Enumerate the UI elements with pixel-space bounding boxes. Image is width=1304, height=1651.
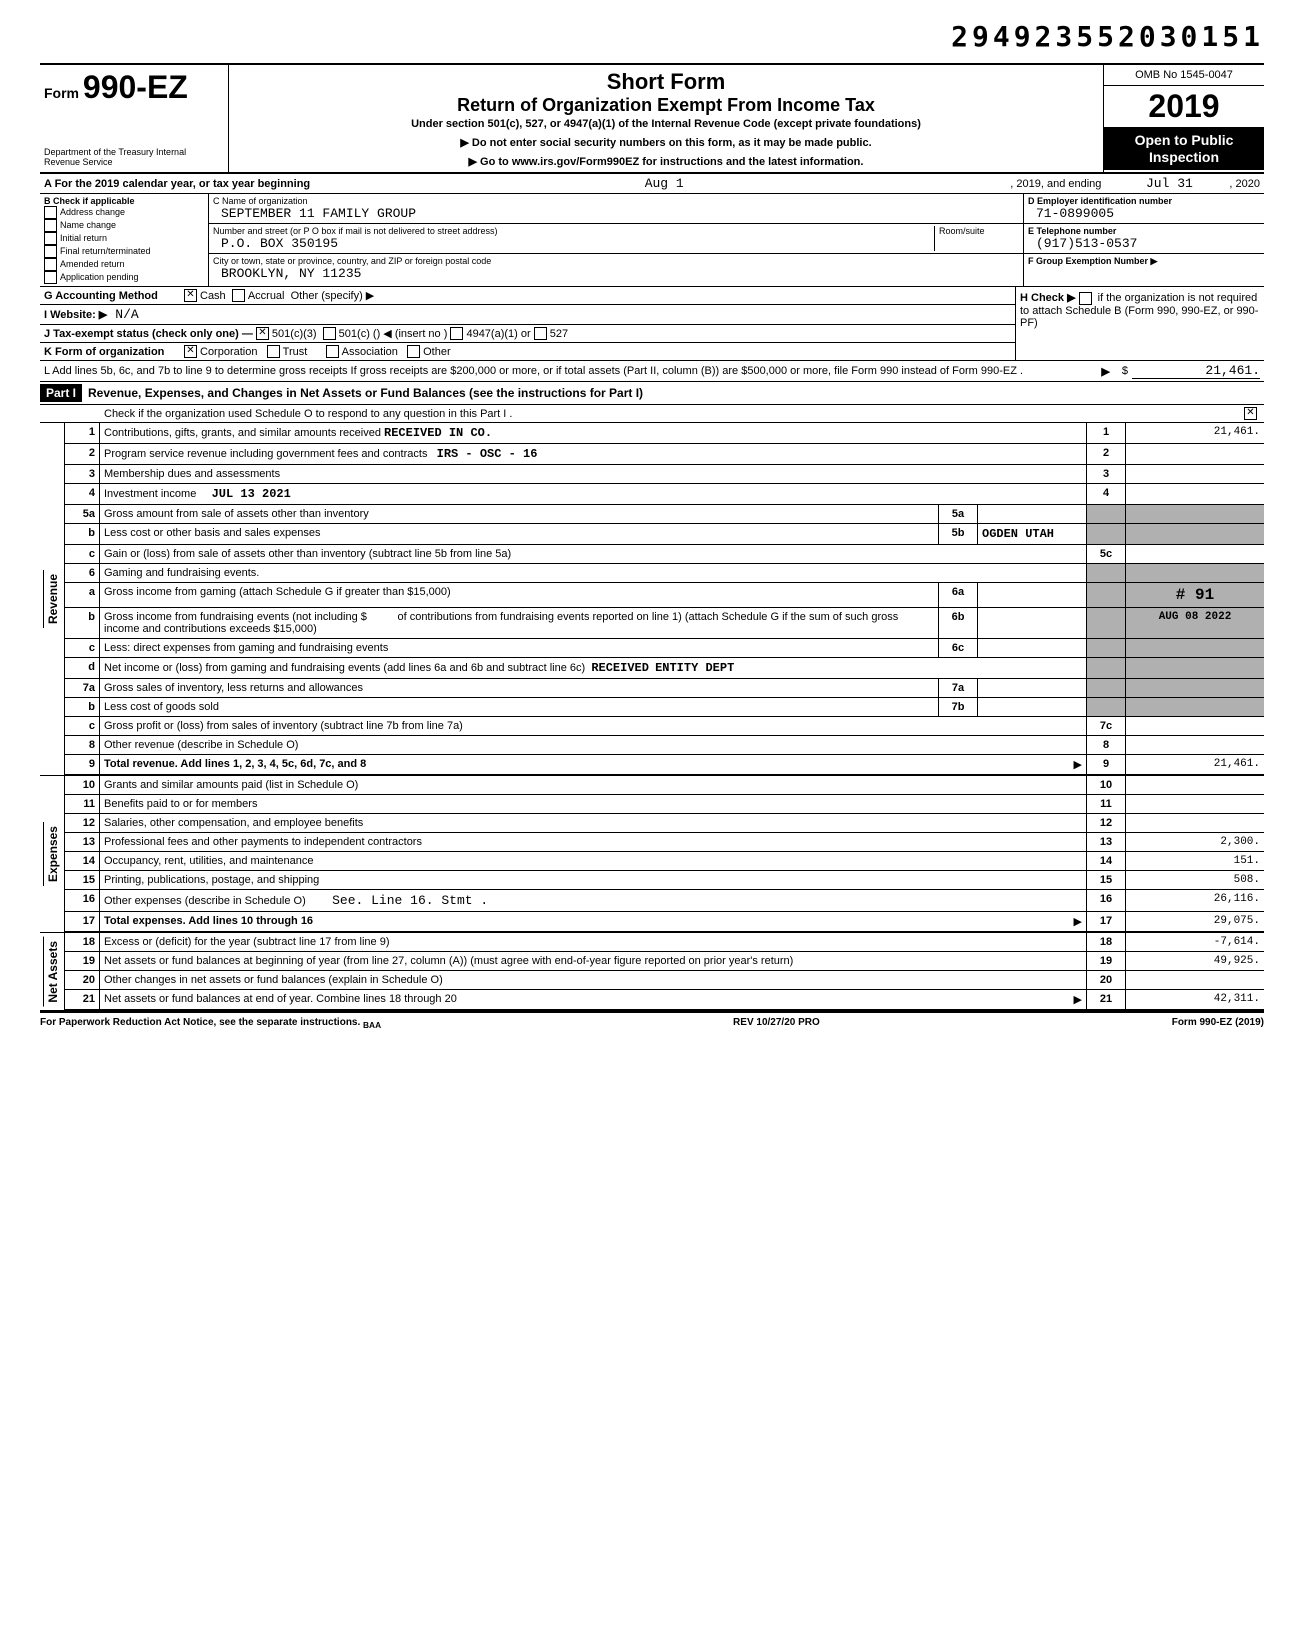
revenue-side-label: Revenue	[43, 570, 62, 628]
ein-value: 71-0899005	[1028, 206, 1260, 221]
line-15: 15Printing, publications, postage, and s…	[65, 871, 1264, 890]
city-value: BROOKLYN, NY 11235	[213, 266, 1019, 281]
line-1: 1Contributions, gifts, grants, and simil…	[65, 423, 1264, 444]
assoc-checkbox[interactable]	[326, 345, 339, 358]
line-9: 9Total revenue. Add lines 1, 2, 3, 4, 5c…	[65, 755, 1264, 775]
line-11: 11Benefits paid to or for members11	[65, 795, 1264, 814]
line-10: 10Grants and similar amounts paid (list …	[65, 776, 1264, 795]
line-5c: cGain or (loss) from sale of assets othe…	[65, 545, 1264, 564]
corp-checkbox[interactable]: ✕	[184, 345, 197, 358]
line-13: 13Professional fees and other payments t…	[65, 833, 1264, 852]
line-16: 16Other expenses (describe in Schedule O…	[65, 890, 1264, 912]
h-checkbox[interactable]	[1079, 292, 1092, 305]
footer: For Paperwork Reduction Act Notice, see …	[40, 1012, 1264, 1034]
line-18: 18Excess or (deficit) for the year (subt…	[65, 933, 1264, 952]
tax-exempt-row: J Tax-exempt status (check only one) — ✕…	[40, 325, 1015, 343]
form-number: Form 990-EZ	[44, 69, 224, 106]
line-8: 8Other revenue (describe in Schedule O)8	[65, 736, 1264, 755]
line-5b: bLess cost or other basis and sales expe…	[65, 524, 1264, 545]
ein-label: D Employer identification number	[1028, 196, 1260, 206]
line-6a: aGross income from gaming (attach Schedu…	[65, 583, 1264, 608]
footer-rev: REV 10/27/20 PRO	[733, 1017, 820, 1030]
title-return: Return of Organization Exempt From Incom…	[237, 95, 1095, 116]
line-12: 12Salaries, other compensation, and empl…	[65, 814, 1264, 833]
dept-label: Department of the Treasury Internal Reve…	[44, 148, 224, 168]
form-year: 2019	[1104, 86, 1264, 128]
check-address: Address change	[44, 206, 204, 219]
trust-checkbox[interactable]	[267, 345, 280, 358]
line-7a: 7aGross sales of inventory, less returns…	[65, 679, 1264, 698]
form-of-org-row: K Form of organization ✕Corporation Trus…	[40, 343, 1015, 360]
line-6b: bGross income from fundraising events (n…	[65, 608, 1264, 639]
line-6d: dNet income or (loss) from gaming and fu…	[65, 658, 1264, 679]
phone-value: (917)513-0537	[1028, 236, 1260, 251]
line-7b: bLess cost of goods sold7b	[65, 698, 1264, 717]
schedule-o-check-row: Check if the organization used Schedule …	[40, 405, 1264, 423]
h-check-cell: H Check ▶ if the organization is not req…	[1016, 287, 1264, 360]
phone-label: E Telephone number	[1028, 226, 1260, 236]
group-exemption-label: F Group Exemption Number ▶	[1028, 256, 1260, 267]
line-7c: cGross profit or (loss) from sales of in…	[65, 717, 1264, 736]
title-shortform: Short Form	[237, 69, 1095, 95]
title-goto: ▶ Go to www.irs.gov/Form990EZ for instru…	[237, 155, 1095, 168]
line-6c: cLess: direct expenses from gaming and f…	[65, 639, 1264, 658]
cash-checkbox[interactable]: ✕	[184, 289, 197, 302]
omb-number: OMB No 1545-0047	[1104, 65, 1264, 86]
expenses-table: 10Grants and similar amounts paid (list …	[65, 776, 1264, 932]
line-2: 2Program service revenue including gover…	[65, 444, 1264, 465]
line-6: 6Gaming and fundraising events.	[65, 564, 1264, 583]
501c-checkbox[interactable]	[323, 327, 336, 340]
footer-form: Form 990-EZ (2019)	[1172, 1017, 1264, 1030]
l-line-row: L Add lines 5b, 6c, and 7b to line 9 to …	[40, 361, 1264, 382]
accrual-checkbox[interactable]	[232, 289, 245, 302]
expenses-side-label: Expenses	[43, 822, 62, 886]
open-to-public: Open to Public Inspection	[1104, 128, 1264, 170]
footer-paperwork: For Paperwork Reduction Act Notice, see …	[40, 1017, 381, 1030]
check-final: Final return/terminated	[44, 245, 204, 258]
line-21: 21Net assets or fund balances at end of …	[65, 990, 1264, 1010]
line-5a: 5aGross amount from sale of assets other…	[65, 505, 1264, 524]
org-name-label: C Name of organization	[213, 196, 1019, 206]
room-label: Room/suite	[939, 226, 1019, 236]
accounting-method-row: G Accounting Method ✕Cash Accrual Other …	[40, 287, 1015, 305]
527-checkbox[interactable]	[534, 327, 547, 340]
line-4: 4Investment income JUL 13 20214	[65, 484, 1264, 505]
city-label: City or town, state or province, country…	[213, 256, 1019, 266]
org-name: SEPTEMBER 11 FAMILY GROUP	[213, 206, 1019, 221]
street-label: Number and street (or P O box if mail is…	[213, 226, 934, 236]
revenue-table: 1Contributions, gifts, grants, and simil…	[65, 423, 1264, 775]
netassets-table: 18Excess or (deficit) for the year (subt…	[65, 933, 1264, 1010]
line-17: 17Total expenses. Add lines 10 through 1…	[65, 912, 1264, 932]
tracking-number: 294923552030151	[40, 20, 1264, 53]
street-value: P.O. BOX 350195	[213, 236, 934, 251]
check-amended: Amended return	[44, 258, 204, 271]
501c3-checkbox[interactable]: ✕	[256, 327, 269, 340]
check-header: B Check if applicable	[44, 196, 204, 206]
line-19: 19Net assets or fund balances at beginni…	[65, 952, 1264, 971]
netassets-side-label: Net Assets	[43, 937, 62, 1007]
check-pending: Application pending	[44, 271, 204, 284]
4947-checkbox[interactable]	[450, 327, 463, 340]
other-org-checkbox[interactable]	[407, 345, 420, 358]
line-3: 3Membership dues and assessments3	[65, 465, 1264, 484]
check-initial: Initial return	[44, 232, 204, 245]
tax-year-row: A For the 2019 calendar year, or tax yea…	[40, 174, 1264, 194]
line-14: 14Occupancy, rent, utilities, and mainte…	[65, 852, 1264, 871]
identity-section: B Check if applicable Address change Nam…	[40, 194, 1264, 287]
part1-header-row: Part I Revenue, Expenses, and Changes in…	[40, 382, 1264, 405]
check-name: Name change	[44, 219, 204, 232]
title-under: Under section 501(c), 527, or 4947(a)(1)…	[237, 118, 1095, 130]
title-ssn-warning: ▶ Do not enter social security numbers o…	[237, 136, 1095, 149]
gross-receipts-value: 21,461.	[1132, 363, 1260, 379]
website-row: I Website: ▶ N/A	[40, 305, 1015, 325]
schedule-o-checkbox[interactable]: ✕	[1244, 407, 1257, 420]
line-20: 20Other changes in net assets or fund ba…	[65, 971, 1264, 990]
form-header: Form 990-EZ Department of the Treasury I…	[40, 63, 1264, 174]
